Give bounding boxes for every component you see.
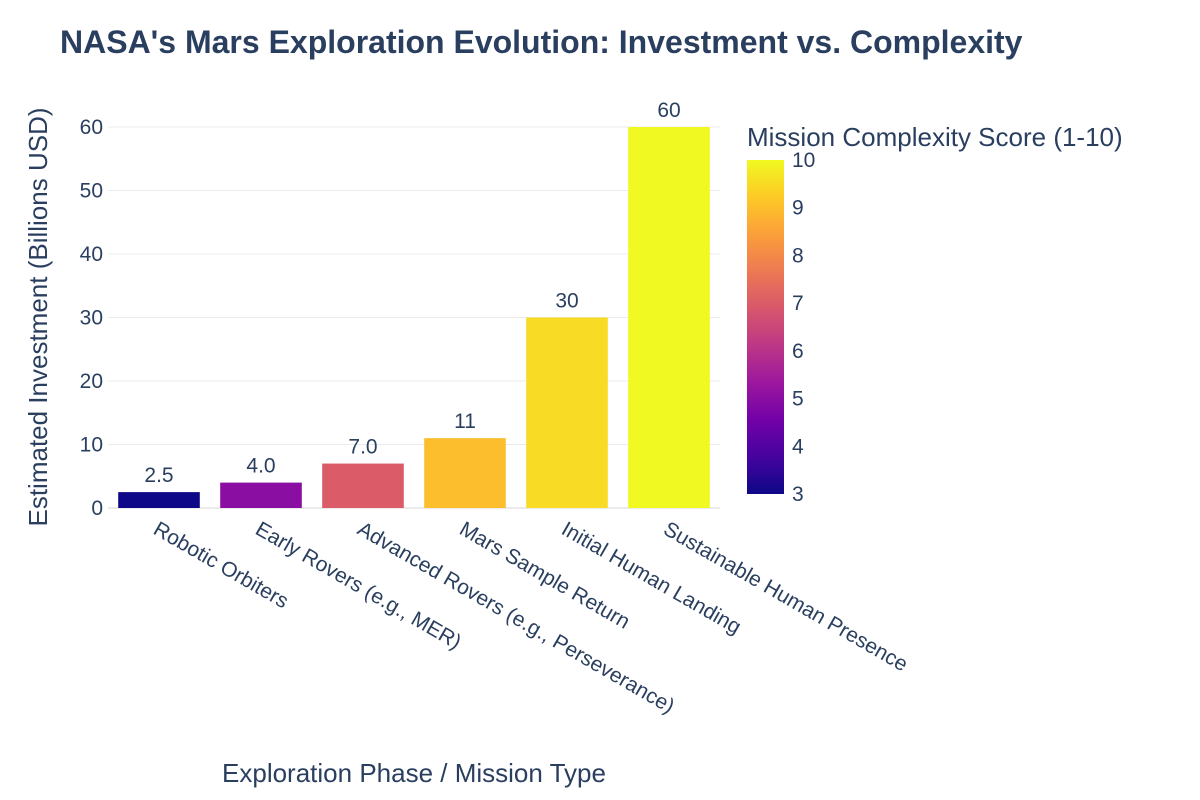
bar	[424, 438, 506, 508]
bar-value-label: 30	[555, 290, 578, 313]
colorbar-tick-label: 10	[792, 149, 815, 172]
bar	[526, 317, 608, 508]
bar	[220, 482, 302, 508]
colorbar-tick-label: 8	[792, 244, 804, 267]
y-tick-label: 20	[80, 370, 103, 393]
y-tick-label: 50	[80, 180, 103, 203]
colorbar-tick-label: 3	[792, 483, 804, 506]
y-axis-title: Estimated Investment (Billions USD)	[23, 107, 53, 526]
y-tick-label: 10	[80, 434, 103, 457]
colorbar-ticks: 3 4 5 6 7 8 9 10	[792, 149, 815, 506]
x-tick-label: Mars Sample Return	[456, 517, 634, 633]
bar-value-label: 60	[657, 99, 680, 122]
bar-value-label: 2.5	[144, 464, 173, 487]
bar-value-label: 7.0	[348, 436, 377, 459]
y-tick-label: 30	[80, 307, 103, 330]
colorbar-tick-label: 7	[792, 292, 804, 315]
gridlines	[108, 126, 720, 509]
bar	[628, 127, 710, 508]
colorbar-tick-label: 9	[792, 197, 804, 220]
x-axis-title: Exploration Phase / Mission Type	[222, 758, 606, 788]
bar-value-label: 4.0	[246, 455, 275, 478]
y-tick-label: 60	[80, 116, 103, 139]
colorbar-tick-label: 4	[792, 435, 804, 458]
colorbar	[747, 160, 784, 494]
bars	[118, 127, 710, 508]
colorbar-title: Mission Complexity Score (1-10)	[747, 122, 1123, 152]
bar-value-labels: 2.5 4.0 7.0 11 30 60	[144, 99, 680, 487]
bar	[118, 492, 200, 508]
x-tick-label: Initial Human Landing	[558, 517, 745, 638]
colorbar-tick-label: 5	[792, 388, 804, 411]
colorbar-tick-label: 6	[792, 340, 804, 363]
y-tick-label: 0	[91, 497, 103, 520]
y-tick-label: 40	[80, 243, 103, 266]
bar-value-label: 11	[454, 410, 476, 433]
bar	[322, 463, 404, 508]
chart-title: NASA's Mars Exploration Evolution: Inves…	[60, 24, 1023, 60]
y-axis-ticks: 0 10 20 30 40 50 60	[80, 116, 103, 520]
